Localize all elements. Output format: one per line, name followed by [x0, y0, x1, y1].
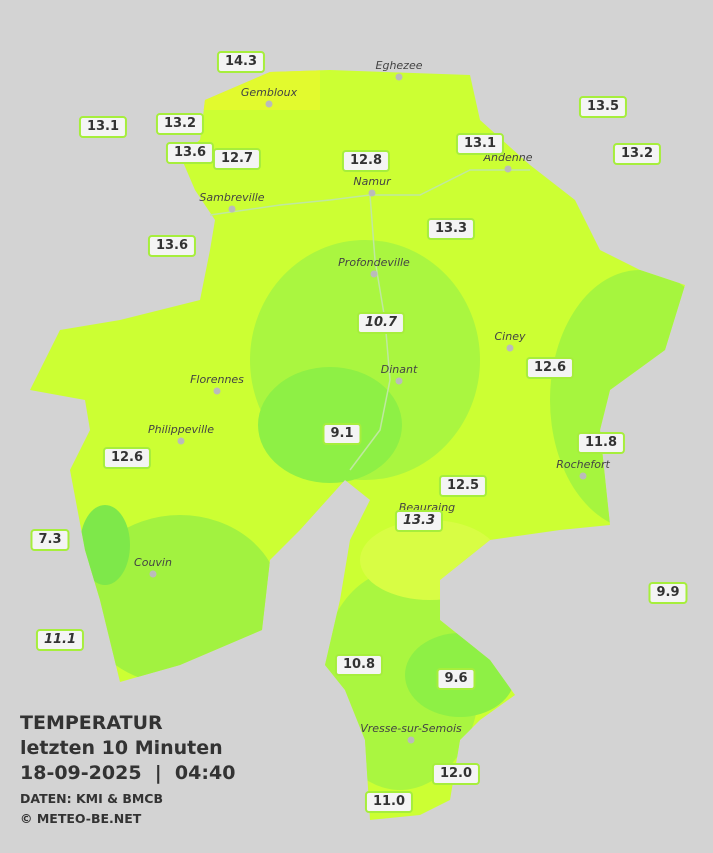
city-dot — [395, 73, 403, 81]
city-name: Dinant — [380, 363, 418, 376]
station-value: 13.2 — [612, 143, 662, 165]
station-value: 11.0 — [364, 791, 414, 813]
station-value: 13.3 — [394, 510, 444, 532]
station-value: 13.1 — [455, 133, 505, 155]
city-dot — [579, 472, 587, 480]
city-name: Rochefort — [556, 458, 610, 471]
station-value: 10.7 — [356, 312, 406, 334]
station-value: 13.6 — [147, 235, 197, 257]
timestamp: 18-09-2025 | 04:40 — [20, 762, 236, 784]
station-value: 9.9 — [648, 582, 688, 604]
city-dot — [265, 100, 273, 108]
city-dot — [368, 189, 376, 197]
city-name: Eghezee — [375, 59, 423, 72]
city-dot — [504, 165, 512, 173]
station-value: 13.3 — [426, 218, 476, 240]
city-name: Couvin — [134, 556, 172, 569]
city-name: Sambreville — [199, 191, 265, 204]
city-dot — [407, 736, 415, 744]
city-dot — [370, 270, 378, 278]
city-dot — [395, 377, 403, 385]
station-value: 9.6 — [436, 668, 476, 690]
station-value: 13.6 — [165, 142, 215, 164]
station-value: 11.8 — [576, 432, 626, 454]
city-name: Namur — [353, 175, 391, 188]
city-name: Vresse-sur-Semois — [360, 722, 462, 735]
station-value: 12.0 — [431, 763, 481, 785]
city-name: Philippeville — [148, 423, 214, 436]
station-value: 11.1 — [35, 629, 85, 651]
city-dot — [149, 570, 157, 578]
station-value: 12.6 — [525, 357, 575, 379]
station-value: 13.2 — [155, 113, 205, 135]
station-value: 12.7 — [212, 148, 262, 170]
station-value: 12.5 — [438, 475, 488, 497]
city-name: Profondeville — [338, 256, 410, 269]
title: TEMPERATUR — [20, 712, 163, 734]
source: DATEN: KMI & BMCB — [20, 791, 164, 806]
subtitle: letzten 10 Minuten — [20, 737, 223, 759]
station-value: 13.5 — [578, 96, 628, 118]
city-dot — [506, 344, 514, 352]
copyright: © METEO-BE.NET — [20, 811, 142, 826]
station-value: 12.8 — [341, 150, 391, 172]
station-value: 10.8 — [334, 654, 384, 676]
station-value: 12.6 — [102, 447, 152, 469]
station-value: 14.3 — [216, 51, 266, 73]
station-value: 13.1 — [78, 116, 128, 138]
city-name: Gembloux — [240, 86, 298, 99]
city-dot — [213, 387, 221, 395]
city-name: Ciney — [494, 330, 526, 343]
station-value: 9.1 — [322, 423, 362, 445]
city-name: Florennes — [190, 373, 244, 386]
city-dot — [228, 205, 236, 213]
city-dot — [177, 437, 185, 445]
station-value: 7.3 — [30, 529, 70, 551]
